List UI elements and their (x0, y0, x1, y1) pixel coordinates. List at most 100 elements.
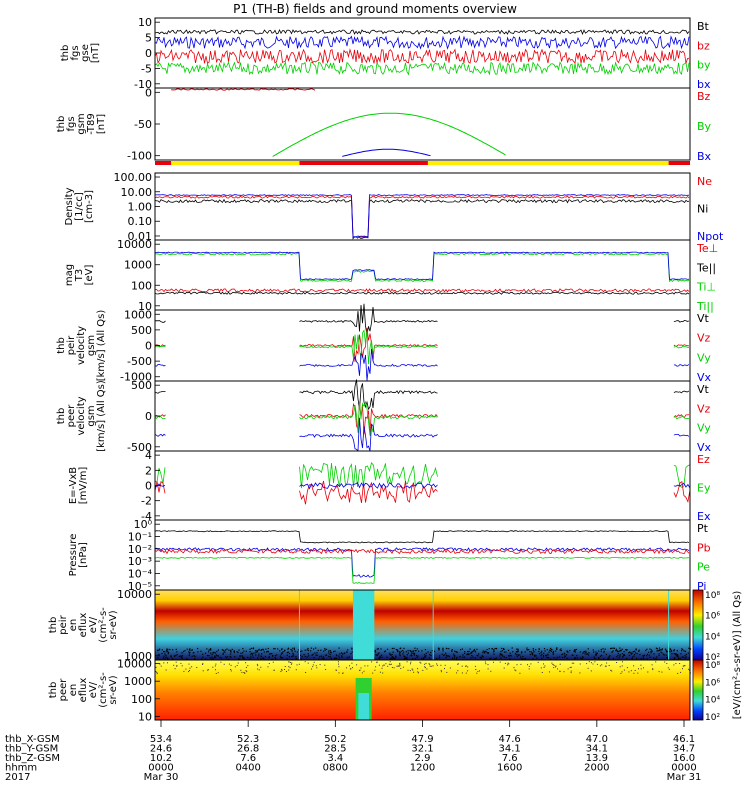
plot-trace (493, 661, 494, 663)
plot-trace (467, 653, 469, 655)
plot-trace (646, 648, 648, 650)
plot-trace (451, 649, 453, 651)
plot-trace (397, 650, 399, 653)
y-axis-label-line: thb (48, 617, 59, 634)
legend-entry-Pi: Pi (697, 580, 706, 593)
plot-trace (612, 658, 615, 660)
panel-density: 100.00 10.00 1.000.10 0.01 Density [1/cc] [cm-… (64, 171, 724, 243)
plot-trace (594, 661, 596, 663)
plot-trace (250, 652, 253, 654)
plot-trace (636, 657, 638, 660)
plot-trace (416, 648, 418, 650)
plot-trace (651, 664, 653, 666)
plot-trace (333, 658, 336, 660)
plot-trace (256, 650, 258, 652)
plot-trace (154, 417, 690, 452)
plot-trace (334, 650, 336, 652)
plot-trace (682, 649, 684, 651)
y-tick-label: 10000 (117, 238, 152, 251)
y-tick-label: 100 (131, 693, 152, 706)
plot-trace (502, 648, 505, 650)
plot-trace (570, 670, 572, 672)
y-axis-label-line: gsm (76, 113, 87, 134)
plot-trace (181, 655, 184, 657)
plot-trace (286, 671, 287, 672)
plot-trace (281, 657, 283, 659)
plot-trace (176, 654, 178, 656)
plot-trace (281, 669, 283, 670)
plot-trace (643, 654, 645, 656)
ephemeris-value: 1200 (410, 763, 435, 774)
plot-trace (389, 664, 391, 666)
plot-trace (391, 656, 393, 658)
plot-trace (236, 665, 238, 666)
plot-trace (418, 672, 419, 674)
plot-trace (454, 650, 456, 652)
y-tick-label: 0.01 (128, 230, 153, 243)
plot-trace (457, 663, 459, 665)
plot-trace (423, 654, 426, 656)
plot-trace (676, 655, 678, 657)
plot-trace (411, 651, 413, 653)
plot-trace (433, 650, 436, 652)
plot-trace (154, 482, 691, 490)
plot-trace (215, 673, 217, 674)
plot-trace (175, 654, 177, 657)
plot-trace (282, 651, 284, 653)
plot-trace (449, 667, 451, 669)
plot-trace (230, 656, 232, 658)
plot-trace (479, 656, 481, 658)
y-axis-label-line: fgs (66, 116, 77, 131)
plot-trace (306, 656, 308, 658)
plot-trace (325, 669, 327, 670)
plot-trace (225, 649, 227, 651)
plot-trace (640, 664, 642, 666)
y-tick-label: 1000 (124, 675, 152, 688)
plot-trace (215, 669, 216, 671)
plot-trace (225, 657, 227, 659)
plot-trace (462, 656, 464, 658)
plot-trace (584, 653, 586, 655)
y-axis-label: Pressure [nPa] (68, 534, 89, 577)
y-axis-label-line: [mV/m] (78, 467, 89, 505)
plot-trace (534, 655, 536, 657)
plot-trace (167, 651, 170, 654)
plot-trace (322, 656, 324, 658)
plot-trace (301, 650, 303, 652)
plot-trace (410, 663, 411, 665)
plot-trace (154, 35, 690, 50)
plot-trace (620, 649, 622, 651)
plot-trace (551, 662, 553, 664)
plot-trace (170, 656, 172, 658)
plot-trace (604, 665, 606, 667)
plot-trace (395, 655, 397, 657)
plot-trace (230, 669, 232, 670)
plot-trace (325, 654, 327, 656)
ephemeris-value: 34.7 (673, 744, 695, 755)
plot-trace (342, 672, 344, 674)
panel-traces (154, 29, 690, 76)
plot-trace (533, 651, 535, 653)
plot-trace (633, 653, 635, 656)
plot-trace (661, 652, 663, 654)
y-tick-label: -5 (141, 62, 152, 75)
ephemeris-value: 2.9 (415, 753, 431, 764)
plot-trace (212, 666, 214, 668)
plot-trace (341, 655, 343, 657)
plot-trace (186, 648, 188, 650)
plot-trace (659, 649, 661, 651)
plot-trace (430, 651, 432, 654)
legend-entry-Vz: Vz (697, 402, 711, 415)
plot-trace (501, 654, 503, 656)
plot-trace (274, 655, 276, 657)
y-tick-label: 10.00 (121, 186, 153, 199)
y-axis-label-line: eV/ (88, 681, 99, 698)
plot-trace (607, 658, 609, 660)
plot-trace (388, 663, 390, 665)
plot-trace (246, 671, 248, 673)
plot-trace (453, 653, 455, 655)
plot-trace (237, 662, 239, 664)
plot-trace (673, 657, 675, 659)
plot-trace (517, 654, 519, 656)
plot-trace (559, 671, 561, 672)
